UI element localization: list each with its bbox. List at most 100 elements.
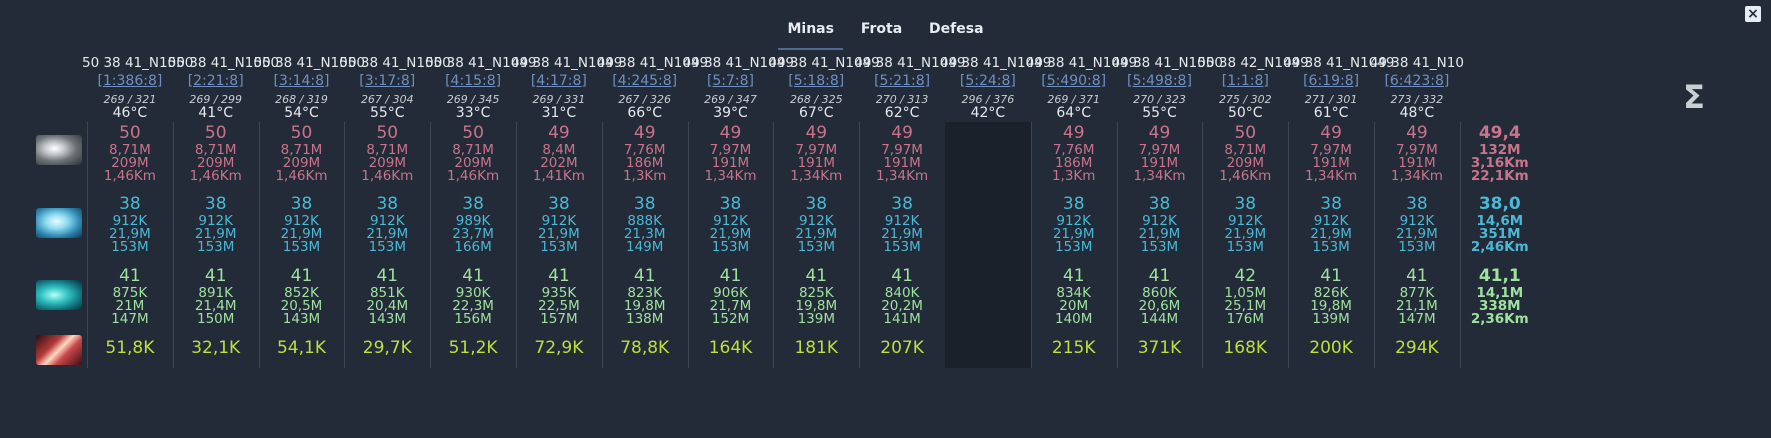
mine-km: 1,46Km — [1219, 168, 1272, 184]
mine-km: 153M — [711, 239, 750, 255]
mine-km: 140M — [1054, 311, 1093, 327]
total-level: 38,0 — [1478, 194, 1521, 214]
mine-prod: 912K — [284, 213, 319, 229]
mine-level: 41 — [1148, 266, 1171, 286]
mine-stored: 20,2M — [881, 298, 923, 314]
tab-defesa[interactable]: Defesa — [929, 21, 984, 37]
mine-level: 38 — [719, 194, 742, 214]
mine-cell-deut: 41 891K 21,4M 150M — [173, 265, 259, 326]
planet-coords-link[interactable]: [5:498:8] — [1127, 73, 1192, 89]
mine-stored: 20M — [1059, 298, 1089, 314]
mine-km: 153M — [1398, 239, 1436, 255]
mine-km: 150M — [196, 311, 235, 327]
mine-km: 141M — [883, 311, 921, 327]
planet-temperature: 54°C — [284, 105, 319, 121]
planet-header: 49 38 41_N1049 [6:19:8] 271 / 301 61°C — [1283, 55, 1394, 121]
mine-stored: 186M — [625, 155, 664, 171]
mine-cell-deut: 41 825K 19,8M 139M — [773, 265, 859, 326]
total-cell-crystal: 38,0 14,6M 351M 2,46Km — [1460, 193, 1540, 254]
mine-km: 153M — [111, 239, 149, 255]
mine-stored: 21,9M — [795, 226, 838, 242]
mine-km: 1,46Km — [447, 168, 500, 184]
planet-coords-link[interactable]: [3:17:8] — [359, 73, 416, 89]
planet-coords-link[interactable]: [1:1:8] — [1221, 73, 1269, 89]
planet-name: 49 38 41_N1049 — [596, 55, 709, 71]
mine-level: 41 — [1406, 266, 1428, 286]
planet-coords-link[interactable]: [1:386:8] — [97, 73, 163, 89]
planet-temperature: 41°C — [198, 105, 233, 121]
mine-level: 42 — [1234, 266, 1257, 286]
planet-coords-link[interactable]: [5:18:8] — [788, 73, 845, 89]
planet-coords-link[interactable]: [3:14:8] — [273, 73, 330, 89]
column-separator — [258, 122, 260, 368]
column-separator — [1374, 122, 1375, 368]
total-stored: 3,16Km — [1470, 155, 1529, 171]
planet-coords-link[interactable]: [5:24:8] — [959, 73, 1016, 89]
planet-header: 49 38 41_N1049 [4:245:8] 267 / 326 66°C — [596, 55, 709, 121]
total-km: 2,46Km — [1470, 239, 1529, 255]
planet-coords-link[interactable]: [5:490:8] — [1041, 73, 1107, 89]
planet-coords-link[interactable]: [5:21:8] — [874, 73, 931, 89]
mine-stored: 21,9M — [1138, 226, 1181, 242]
mine-level: 41 — [548, 266, 570, 286]
planet-coords-link[interactable]: [5:7:8] — [706, 73, 755, 89]
planet-fields: 270 / 323 — [1133, 93, 1186, 106]
planet-coords-link[interactable]: [4:17:8] — [530, 73, 587, 89]
mine-stored: 209M — [196, 155, 235, 171]
mine-stored: 191M — [1140, 155, 1179, 171]
mine-prod: 875K — [112, 285, 148, 301]
mine-cell-deut: 41 906K 21,7M 152M — [688, 265, 774, 326]
mine-level: 38 — [376, 194, 399, 214]
energy-value: 215K — [1051, 338, 1096, 358]
planet-temperature: 48°C — [1399, 105, 1435, 121]
planet-fields: 269 / 331 — [532, 93, 586, 106]
planet-temperature: 31°C — [541, 105, 577, 121]
mine-stored: 191M — [711, 155, 750, 171]
planet-name: 49 38 41_N1049 — [511, 55, 623, 71]
mine-km: 143M — [368, 311, 406, 327]
total-prod: 14,1M — [1476, 285, 1524, 301]
planet-coords-link[interactable]: [4:15:8] — [445, 73, 502, 89]
planet-name: 50 38 42_N1049 — [1197, 55, 1309, 71]
crystal-mine-icon — [36, 208, 82, 238]
planet-name: 50 38 41_N1049 — [425, 55, 537, 71]
column-separator — [1288, 122, 1290, 368]
mine-stored: 20,5M — [280, 298, 323, 314]
planet-name: 49 38 41_N1049 — [1025, 55, 1138, 71]
total-prod: 14,6M — [1476, 213, 1524, 229]
column-separator — [1116, 122, 1118, 368]
planet-header: 50 38 42_N1049 [1:1:8] 275 / 302 50°C — [1197, 55, 1309, 121]
mine-level: 38 — [462, 194, 484, 214]
planet-temperature: 66°C — [627, 105, 662, 121]
energy-value: 181K — [794, 338, 839, 358]
planet-coords-link[interactable]: [6:423:8] — [1384, 73, 1450, 89]
mine-prod: 7,97M — [1310, 142, 1352, 158]
mine-prod: 7,76M — [623, 142, 666, 158]
planet-coords-link[interactable]: [4:245:8] — [612, 73, 678, 89]
planet-coords-link[interactable]: [6:19:8] — [1303, 73, 1360, 89]
mine-prod: 1,05M — [1224, 285, 1267, 301]
mine-km: 1,46Km — [103, 168, 156, 184]
mine-stored: 21,4M — [194, 298, 237, 314]
mine-prod: 989K — [455, 213, 491, 229]
planet-coords-link[interactable]: [2:21:8] — [187, 73, 244, 89]
planet-fields: 269 / 321 — [103, 93, 157, 106]
mine-stored: 21M — [115, 298, 145, 314]
close-button[interactable]: × — [1745, 6, 1761, 22]
mine-prod: 877K — [1399, 285, 1435, 301]
mine-km: 176M — [1226, 311, 1264, 327]
mine-cell-deut: 41 823K 19,8M 138M — [602, 265, 688, 326]
column-separator — [859, 122, 861, 368]
tab-frota[interactable]: Frota — [860, 21, 903, 37]
mine-km: 143M — [282, 311, 321, 327]
planet-header: 50 38 41_N1050 [1:386:8] 269 / 321 46°C — [82, 55, 193, 121]
mine-stored: 202M — [540, 155, 578, 171]
mine-prod: 7,97M — [795, 142, 838, 158]
planet-header: 49 38 41_N1049 [5:21:8] 270 / 313 62°C — [854, 55, 965, 121]
mine-prod: 8,71M — [366, 142, 409, 158]
tab-minas[interactable]: Minas — [778, 19, 844, 50]
planet-fields: 269 / 347 — [704, 93, 757, 106]
